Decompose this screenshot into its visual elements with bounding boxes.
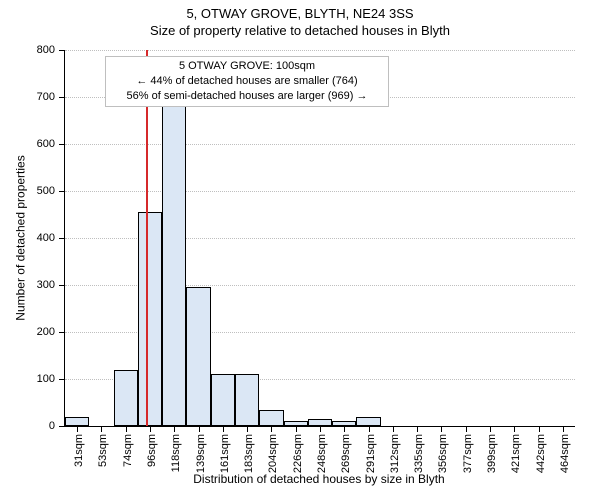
x-tick-label: 53sqm bbox=[97, 434, 109, 467]
x-tick bbox=[174, 426, 175, 432]
x-tick bbox=[539, 426, 540, 432]
x-tick bbox=[77, 426, 78, 432]
x-tick bbox=[344, 426, 345, 432]
grid-line bbox=[65, 144, 575, 145]
histogram-bar bbox=[259, 410, 283, 426]
x-tick-label: 335sqm bbox=[413, 434, 425, 473]
y-tick-label: 800 bbox=[37, 44, 65, 56]
y-axis-label-text: Number of detached properties bbox=[14, 155, 28, 320]
x-tick-label: 31sqm bbox=[73, 434, 85, 467]
x-tick-label: 226sqm bbox=[292, 434, 304, 473]
y-tick-label: 300 bbox=[37, 279, 65, 291]
y-axis-label: Number of detached properties bbox=[14, 50, 28, 426]
y-tick-label: 400 bbox=[37, 232, 65, 244]
histogram-bar bbox=[356, 417, 380, 426]
annotation-line: 56% of semi-detached houses are larger (… bbox=[110, 89, 384, 104]
x-tick-label: 204sqm bbox=[267, 434, 279, 473]
x-tick bbox=[320, 426, 321, 432]
histogram-bar bbox=[211, 374, 235, 426]
x-tick-label: 377sqm bbox=[462, 434, 474, 473]
x-tick bbox=[563, 426, 564, 432]
x-tick-label: 269sqm bbox=[340, 434, 352, 473]
x-tick bbox=[271, 426, 272, 432]
histogram-chart: 5, OTWAY GROVE, BLYTH, NE24 3SS Size of … bbox=[0, 0, 600, 500]
y-tick-label: 100 bbox=[37, 373, 65, 385]
x-tick bbox=[490, 426, 491, 432]
x-tick bbox=[199, 426, 200, 432]
annotation-line: 5 OTWAY GROVE: 100sqm bbox=[110, 59, 384, 74]
x-tick bbox=[393, 426, 394, 432]
x-tick-label: 399sqm bbox=[486, 434, 498, 473]
x-tick-label: 161sqm bbox=[219, 434, 231, 473]
x-tick-label: 312sqm bbox=[389, 434, 401, 473]
histogram-bar bbox=[65, 417, 89, 426]
histogram-bar bbox=[186, 287, 210, 426]
chart-title-sub: Size of property relative to detached ho… bbox=[0, 23, 600, 40]
x-tick bbox=[417, 426, 418, 432]
grid-line bbox=[65, 191, 575, 192]
x-tick bbox=[514, 426, 515, 432]
x-tick bbox=[101, 426, 102, 432]
x-tick-label: 139sqm bbox=[195, 434, 207, 473]
histogram-bar bbox=[114, 370, 138, 426]
x-tick bbox=[466, 426, 467, 432]
x-tick bbox=[223, 426, 224, 432]
chart-title-block: 5, OTWAY GROVE, BLYTH, NE24 3SS Size of … bbox=[0, 6, 600, 40]
x-tick bbox=[441, 426, 442, 432]
y-tick-label: 700 bbox=[37, 91, 65, 103]
x-tick-label: 183sqm bbox=[243, 434, 255, 473]
plot-area: 010020030040050060070080031sqm53sqm74sqm… bbox=[64, 50, 575, 427]
x-tick-label: 464sqm bbox=[559, 434, 571, 473]
x-tick-label: 291sqm bbox=[365, 434, 377, 473]
histogram-bar bbox=[235, 374, 259, 426]
grid-line bbox=[65, 50, 575, 51]
x-tick-label: 248sqm bbox=[316, 434, 328, 473]
x-tick-label: 74sqm bbox=[122, 434, 134, 467]
histogram-bar bbox=[308, 419, 332, 426]
x-tick bbox=[126, 426, 127, 432]
x-tick-label: 96sqm bbox=[146, 434, 158, 467]
y-tick-label: 200 bbox=[37, 326, 65, 338]
x-tick bbox=[247, 426, 248, 432]
x-tick-label: 118sqm bbox=[170, 434, 182, 472]
y-tick-label: 0 bbox=[49, 420, 65, 432]
x-axis-label: Distribution of detached houses by size … bbox=[64, 472, 574, 486]
y-tick-label: 600 bbox=[37, 138, 65, 150]
x-tick-label: 421sqm bbox=[510, 434, 522, 473]
y-tick-label: 500 bbox=[37, 185, 65, 197]
x-tick bbox=[150, 426, 151, 432]
histogram-bar bbox=[162, 106, 186, 426]
x-tick bbox=[296, 426, 297, 432]
histogram-bar bbox=[138, 212, 162, 426]
x-tick-label: 356sqm bbox=[437, 434, 449, 473]
chart-title-main: 5, OTWAY GROVE, BLYTH, NE24 3SS bbox=[0, 6, 600, 23]
annotation-line: ← 44% of detached houses are smaller (76… bbox=[110, 74, 384, 89]
x-tick-label: 442sqm bbox=[535, 434, 547, 473]
annotation-box: 5 OTWAY GROVE: 100sqm← 44% of detached h… bbox=[105, 56, 389, 107]
x-tick bbox=[369, 426, 370, 432]
